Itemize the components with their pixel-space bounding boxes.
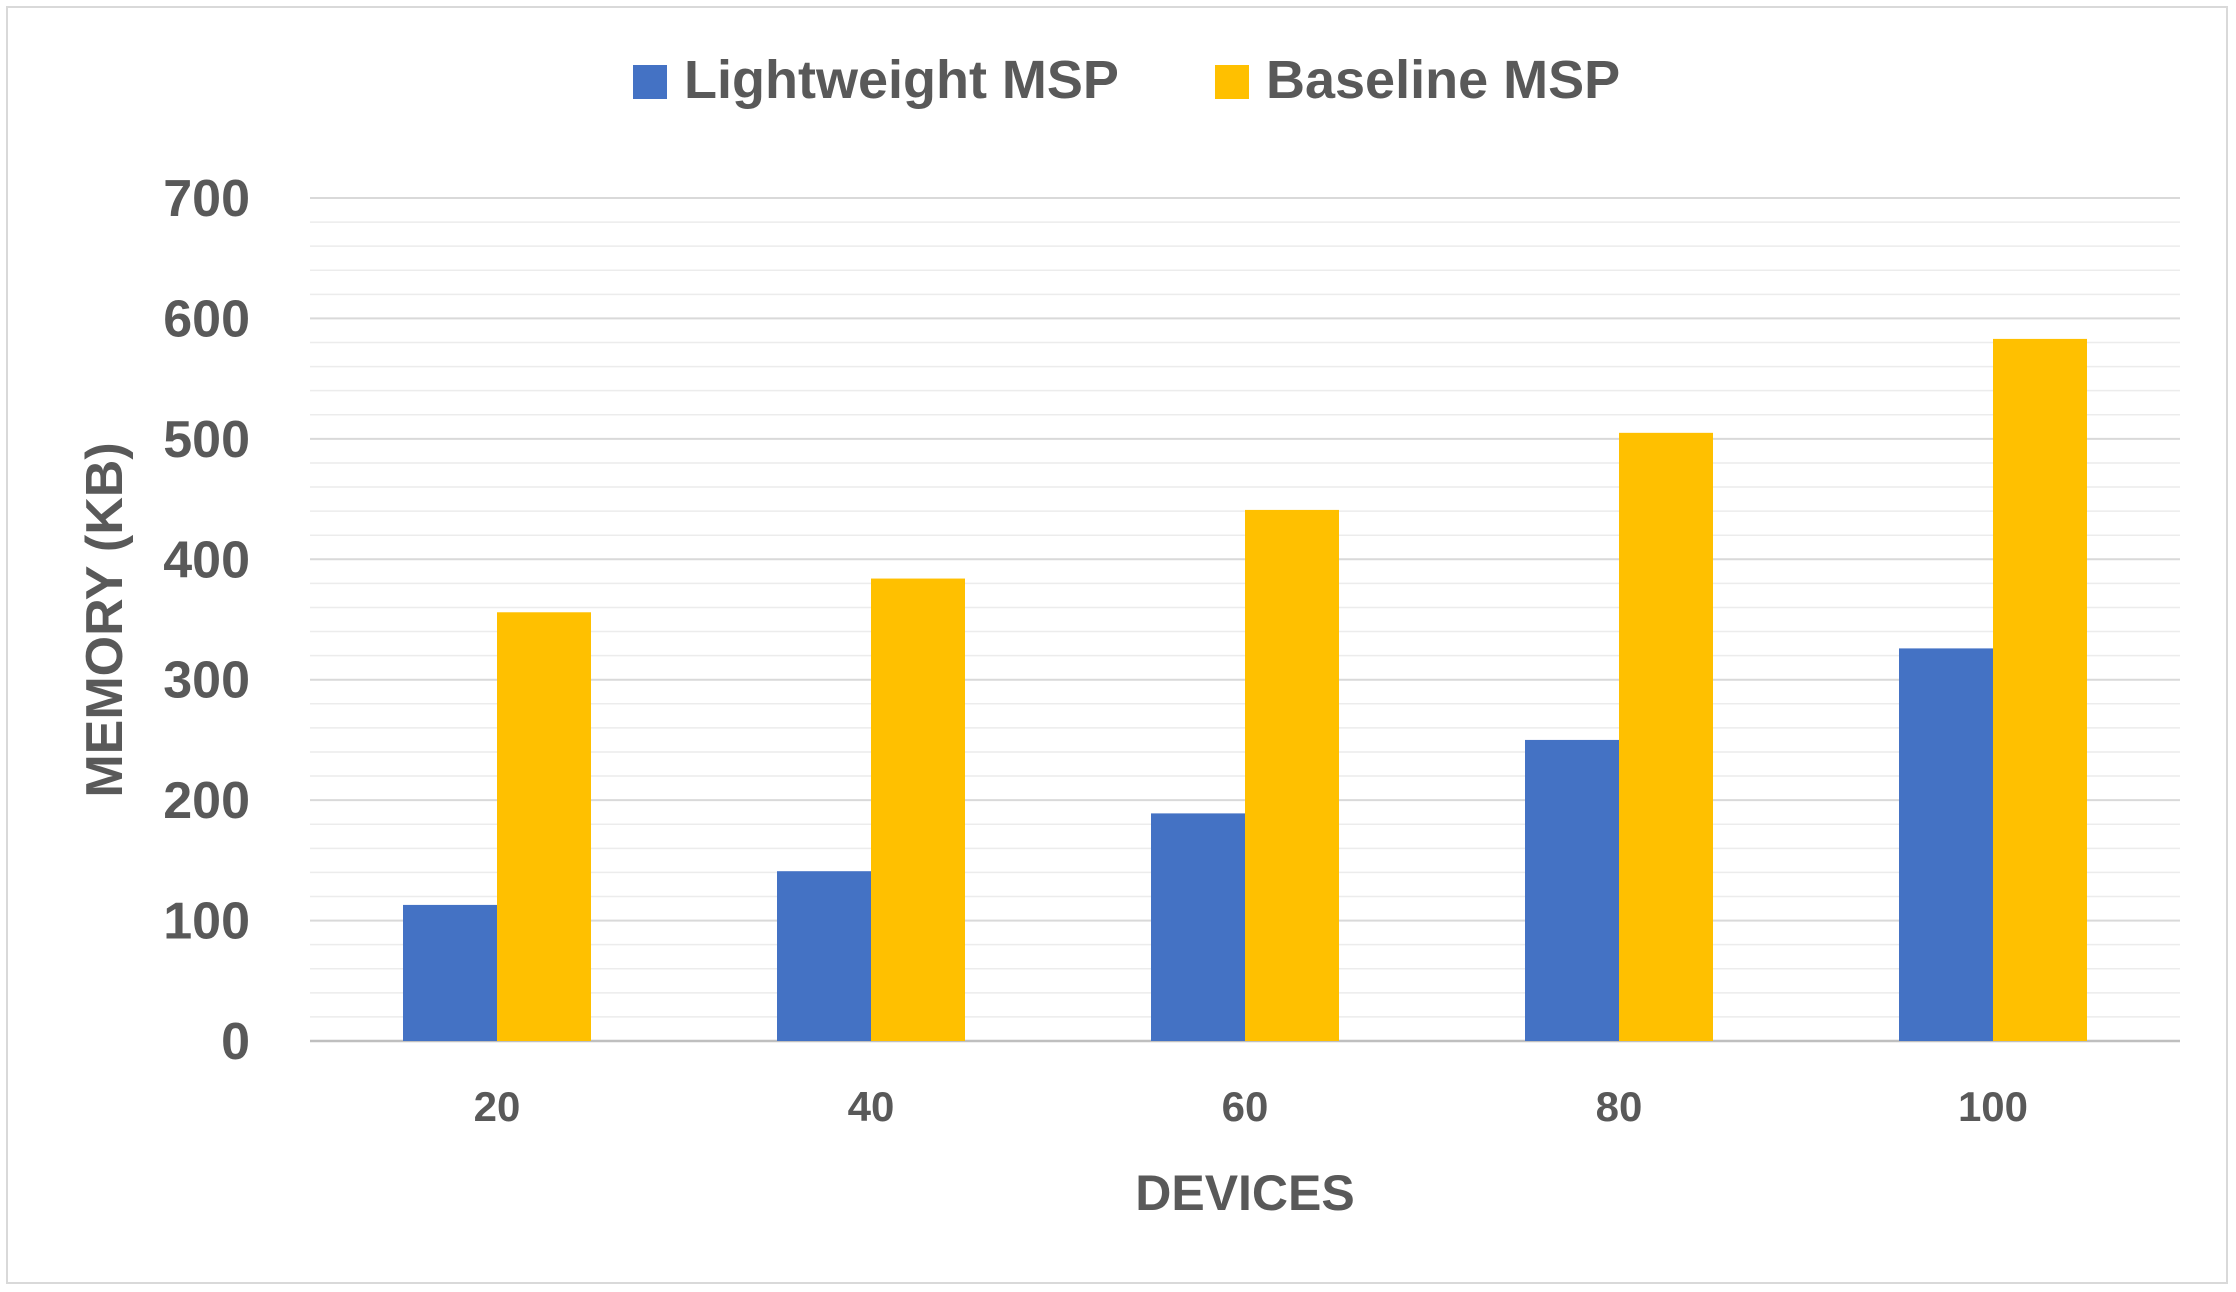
y-tick-label: 100 <box>163 893 250 951</box>
y-tick-label: 200 <box>163 772 250 830</box>
y-tick-label: 0 <box>221 1013 250 1071</box>
bar-lightweight-msp-40 <box>777 871 871 1041</box>
x-tick-label: 100 <box>1958 1083 2028 1130</box>
y-tick-label: 700 <box>163 170 250 228</box>
x-tick-label: 40 <box>848 1083 895 1130</box>
y-axis-title: MEMORY (KB) <box>76 442 134 797</box>
bar-lightweight-msp-20 <box>403 904 497 1041</box>
bar-lightweight-msp-80 <box>1525 739 1619 1041</box>
bar-baseline-msp-80 <box>1619 432 1713 1042</box>
bar-lightweight-msp-100 <box>1899 648 1993 1041</box>
legend-label: Baseline MSP <box>1266 50 1620 110</box>
x-tick-label: 20 <box>474 1083 521 1130</box>
x-tick-label: 60 <box>1222 1083 1269 1130</box>
legend-label: Lightweight MSP <box>684 50 1119 110</box>
bar-baseline-msp-60 <box>1245 509 1339 1041</box>
legend: Lightweight MSP Baseline MSP <box>633 50 1620 110</box>
x-axis-title: DEVICES <box>1135 1165 1355 1221</box>
bar-baseline-msp-20 <box>497 612 591 1041</box>
x-tick-label: 80 <box>1596 1083 1643 1130</box>
y-tick-label: 500 <box>163 411 250 469</box>
bar-baseline-msp-40 <box>871 578 965 1041</box>
legend-swatch <box>1215 65 1249 99</box>
legend-swatch <box>633 65 667 99</box>
y-tick-label: 600 <box>163 290 250 348</box>
y-tick-label: 400 <box>163 531 250 589</box>
bar-lightweight-msp-60 <box>1151 813 1245 1041</box>
bar-baseline-msp-100 <box>1993 338 2087 1041</box>
chart-frame <box>6 6 2228 1284</box>
bars <box>403 338 2087 1042</box>
axes: 0 100 200 300 400 500 600 700 20 40 60 80 100 DEVICES… <box>76 170 2028 1221</box>
y-tick-label: 300 <box>163 652 250 710</box>
